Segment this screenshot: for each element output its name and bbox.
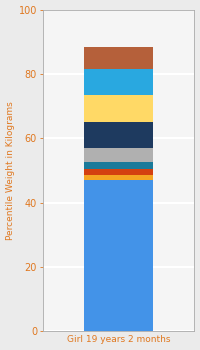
Bar: [84, 162, 153, 169]
Bar: [84, 47, 153, 69]
Bar: [84, 69, 153, 95]
Bar: [84, 95, 153, 122]
Bar: [84, 180, 153, 331]
Bar: [84, 175, 153, 180]
Y-axis label: Percentile Weight in Kilograms: Percentile Weight in Kilograms: [6, 101, 15, 240]
Bar: [84, 169, 153, 175]
Bar: [84, 148, 153, 162]
Bar: [84, 122, 153, 148]
